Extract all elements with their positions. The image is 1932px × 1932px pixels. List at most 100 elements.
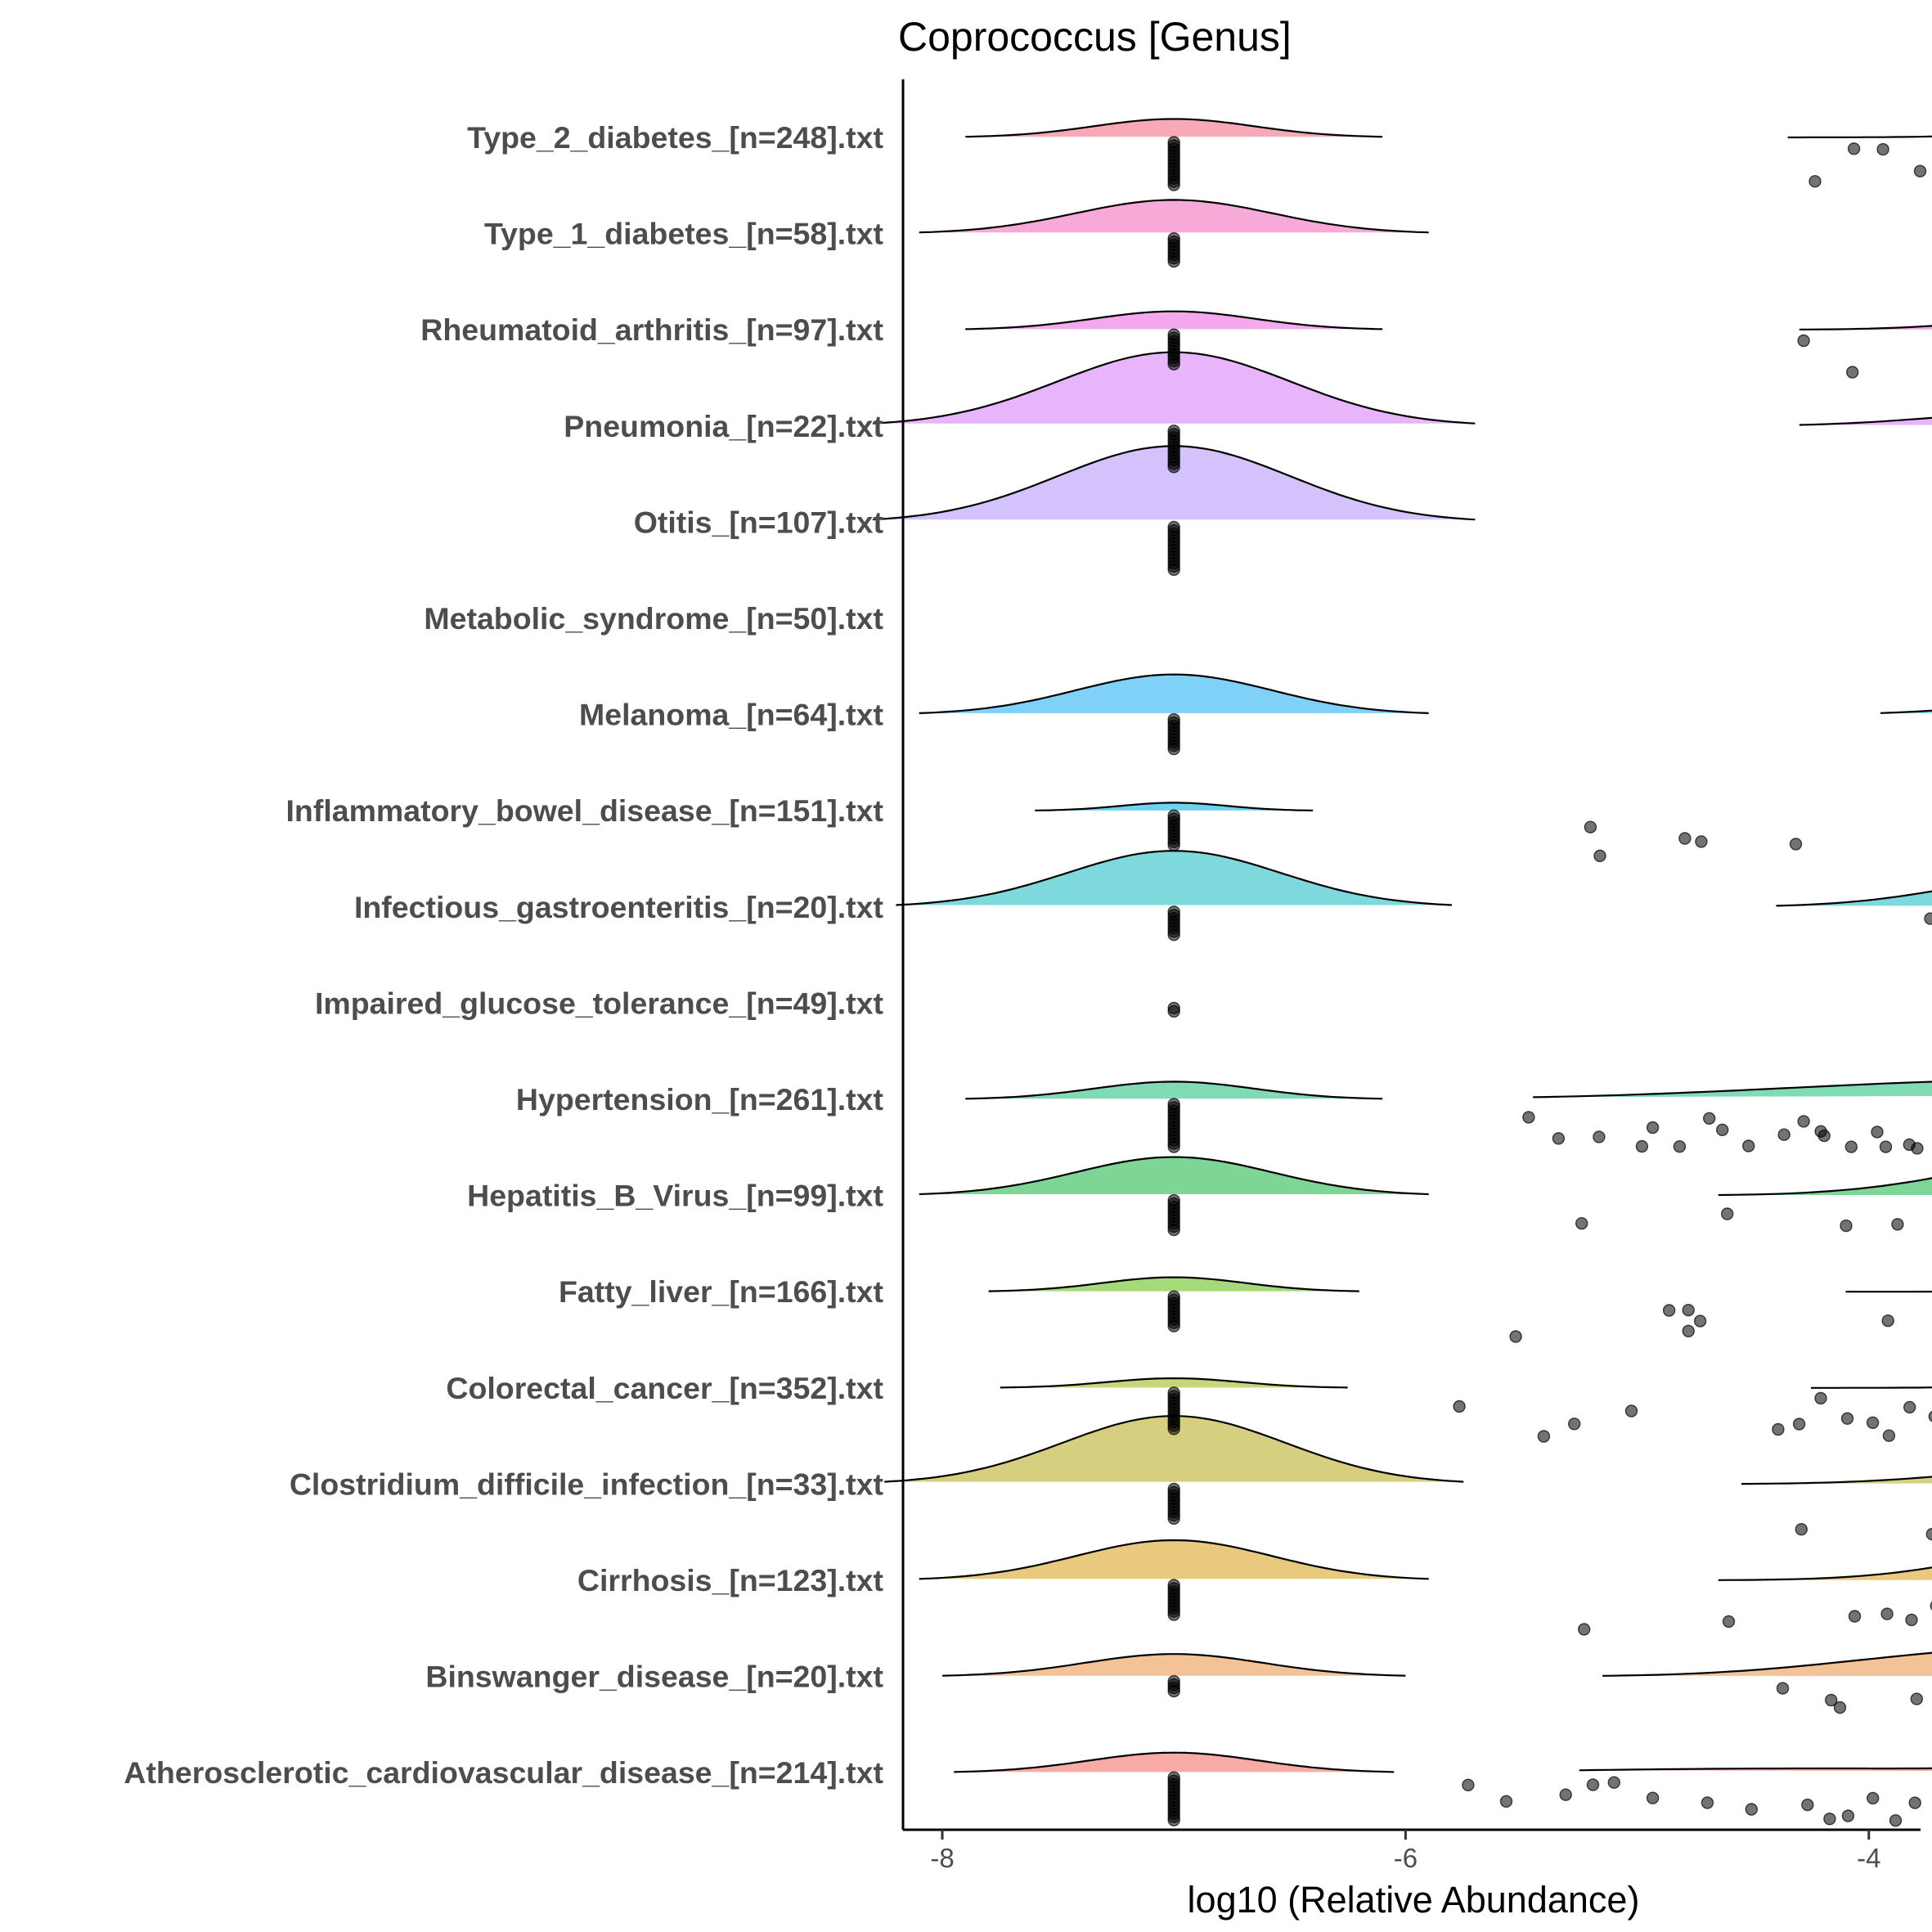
data-point [1559,1788,1572,1801]
density-ridge [1880,709,1932,714]
data-point [1911,1142,1924,1155]
y-tick-label: Colorectal_cancer_[n=352].txt [446,1371,883,1405]
data-point [1876,142,1889,156]
density-ridge [1718,1177,1932,1197]
density-ridge [1811,1386,1932,1389]
data-point [1499,1795,1513,1808]
data-point [1702,1112,1716,1126]
density-zero-ridge [919,199,1429,234]
data-point [1848,1610,1862,1623]
data-point [1462,1778,1475,1792]
data-point [1722,1615,1736,1629]
data-point [1715,1123,1729,1137]
data-point-zero [1167,1608,1180,1621]
density-ridge [1787,135,1932,139]
data-point [1823,1812,1836,1826]
data-point [1817,1129,1831,1143]
y-tick-label: Hypertension_[n=261].txt [516,1082,884,1117]
data-point [1866,1791,1880,1805]
data-point [1586,1778,1600,1791]
density-ridge [1533,1081,1932,1099]
data-point-zero [1167,563,1180,577]
x-tick-label: -6 [1394,1843,1418,1873]
data-point [1792,1418,1806,1431]
data-point [1509,1330,1522,1343]
x-tick-label: -4 [1857,1843,1880,1873]
x-tick-label: -8 [930,1843,954,1873]
y-tick-label: Melanoma_[n=64].txt [579,698,883,732]
y-tick-label: Hepatitis_B_Virus_[n=99].txt [467,1179,883,1213]
data-point-zero [1167,1422,1180,1436]
density-zero-ridge [896,850,1453,906]
density-zero-ridge [941,1653,1406,1677]
y-tick-label: Inflammatory_bowel_disease_[n=151].txt [286,793,884,828]
density-zero-ridge [965,1081,1383,1100]
data-point [1693,1314,1707,1328]
chart-title: Coprococcus [Genus] [898,14,1292,60]
density-zero-ridge [965,310,1383,330]
density-ridge [1741,1476,1932,1485]
data-point [1646,1121,1660,1134]
density-zero-ridge [919,673,1429,714]
data-point [1453,1400,1466,1413]
data-point [1593,1130,1606,1143]
data-point-zero [1167,1813,1180,1826]
y-tick-label: Binswanger_disease_[n=20].txt [425,1660,883,1694]
y-tick-label: Atherosclerotic_cardiovascular_disease_[… [124,1755,883,1790]
data-point [1695,835,1708,848]
density-zero-ridge [988,1276,1359,1292]
data-point [1908,1796,1921,1809]
data-point [1814,1391,1827,1405]
data-point [1928,1410,1932,1422]
data-point-zero [1167,1140,1180,1153]
data-point [1593,849,1606,863]
y-tick-label: Metabolic_syndrome_[n=50].txt [424,601,883,636]
data-point [1905,1613,1918,1627]
data-point [1840,1412,1854,1425]
density-zero-ridge [919,1156,1429,1196]
density-ridge [1776,890,1932,907]
data-point-zero [1167,838,1180,851]
data-point [1720,1207,1734,1220]
data-point [1776,1682,1790,1695]
density-ridge [1845,1291,1932,1293]
x-axis-title: log10 (Relative Abundance) [1188,1879,1640,1921]
y-tick-label: Clostridium_difficile_infection_[n=33].t… [290,1467,884,1501]
data-point [1745,1803,1759,1816]
data-point [1882,1429,1896,1442]
data-point [1635,1139,1649,1153]
data-point [1845,366,1859,379]
data-point [1789,838,1803,851]
x-axis-ticks: -8-6-4-20 [930,1830,1880,1873]
data-point [1577,1623,1591,1636]
data-point [1903,1400,1916,1414]
y-tick-label: Type_2_diabetes_[n=248].txt [467,120,883,155]
data-point [1847,142,1861,155]
data-point [1797,334,1810,348]
data-point [1795,1522,1808,1536]
data-point-zero [1167,1004,1180,1018]
data-point-zero [1167,254,1180,268]
data-point [1772,1422,1785,1436]
data-point-zero [1167,1684,1180,1698]
data-point [1841,1809,1855,1822]
data-point [1880,1607,1894,1620]
data-point-zero [1167,178,1180,191]
density-ridge [1718,1566,1932,1581]
y-tick-label: Otitis_[n=107].txt [634,505,884,539]
y-tick-label: Type_1_diabetes_[n=58].txt [484,217,884,251]
data-point [1777,1128,1790,1141]
data-point [1673,1139,1687,1153]
data-point [1522,1111,1535,1124]
density-zero-ridge [1000,1377,1348,1389]
data-point-zero [1167,1512,1180,1525]
density-ridge [1602,1651,1932,1677]
data-point [1575,1216,1588,1230]
data-point [1701,1796,1714,1809]
data-point [1889,1813,1903,1827]
data-point [1925,1527,1932,1541]
data-point [1801,1798,1814,1812]
y-tick-label: Cirrhosis_[n=123].txt [577,1563,884,1597]
data-point [1913,164,1927,177]
